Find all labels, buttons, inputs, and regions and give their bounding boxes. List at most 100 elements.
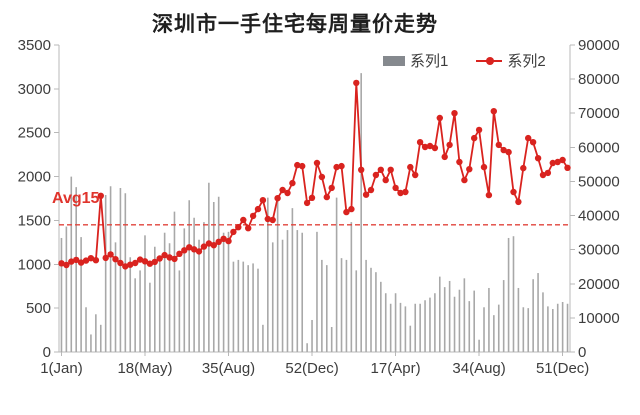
y-left-tick-label: 1500 [18, 212, 51, 229]
price-point [397, 189, 404, 197]
y-right-tick-label: 40000 [578, 208, 620, 225]
price-point [421, 143, 429, 151]
price-point [362, 191, 370, 198]
price-point [461, 176, 468, 184]
price-point [112, 256, 119, 263]
price-point [274, 195, 281, 202]
price-point [195, 248, 203, 255]
price-point [122, 263, 129, 270]
price-point [254, 205, 262, 213]
price-point [132, 259, 139, 267]
price-point [495, 141, 502, 149]
price-point [308, 194, 316, 201]
price-point [446, 141, 453, 149]
y-left-tick-label: 2500 [18, 125, 51, 142]
price-point [313, 159, 321, 167]
bar-swatch-icon [383, 55, 405, 66]
price-point [412, 171, 419, 179]
y-left-tick-label: 3500 [18, 37, 51, 54]
price-point [107, 251, 114, 258]
price-point [559, 156, 566, 164]
price-point [245, 225, 252, 232]
price-point [210, 242, 217, 249]
price-point [200, 243, 208, 250]
price-point [77, 259, 85, 266]
y-right-tick-label: 90000 [578, 37, 620, 54]
y-left-tick-label: 3000 [18, 81, 51, 98]
price-point [82, 257, 90, 264]
price-point [230, 228, 237, 236]
x-tick-label: 17(Apr) [371, 360, 421, 377]
legend-entry-series2: 系列2 [476, 50, 546, 71]
legend-entry-series1: 系列1 [383, 50, 448, 71]
price-point [303, 199, 311, 207]
price-point [190, 246, 198, 253]
y-left-tick-label: 0 [43, 344, 51, 361]
price-point [564, 164, 571, 171]
price-point [382, 176, 389, 184]
price-point [156, 255, 163, 262]
price-point [333, 163, 340, 171]
price-point [151, 258, 158, 266]
price-point [249, 212, 257, 220]
price-point [416, 139, 424, 146]
price-point [402, 188, 409, 196]
price-point [87, 255, 95, 262]
price-point [235, 224, 242, 231]
series2-label: 系列2 [507, 53, 546, 70]
price-point [451, 110, 458, 117]
price-point [343, 208, 350, 216]
price-point [358, 166, 365, 173]
line-swatch-icon [476, 56, 503, 65]
price-point [549, 159, 556, 167]
price-point [510, 188, 517, 196]
price-point [328, 184, 335, 192]
y-right-tick-label: 70000 [578, 105, 620, 122]
price-point [426, 142, 434, 150]
price-point [289, 179, 296, 187]
price-point [215, 238, 222, 245]
y-left-tick-label: 2000 [18, 169, 51, 186]
series1-label: 系列1 [410, 53, 449, 70]
y-left-tick-label: 1000 [18, 256, 51, 273]
price-point [471, 134, 478, 142]
price-point [485, 191, 493, 199]
x-tick-label: 34(Aug) [452, 360, 505, 377]
price-point [515, 198, 522, 206]
price-point [146, 260, 154, 267]
price-point [377, 166, 384, 173]
legend: 系列1 系列2 [383, 50, 546, 71]
price-point [318, 173, 326, 181]
price-point [205, 240, 213, 247]
price-point [225, 237, 232, 245]
x-tick-label: 52(Dec) [285, 360, 338, 377]
price-point [525, 134, 532, 142]
price-point [348, 205, 355, 213]
price-point [534, 155, 542, 162]
y-right-tick-label: 20000 [578, 276, 620, 293]
price-point [475, 126, 483, 134]
price-point [490, 108, 497, 115]
price-point [102, 254, 109, 262]
x-tick-label: 35(Aug) [202, 360, 255, 377]
price-point [338, 162, 345, 170]
price-point [58, 260, 65, 267]
price-point [544, 169, 552, 177]
price-point [259, 197, 267, 204]
price-point [269, 216, 276, 224]
price-point [284, 189, 291, 197]
y-right-tick-label: 60000 [578, 139, 620, 156]
price-point [161, 251, 168, 259]
price-point [372, 171, 380, 179]
price-point [186, 244, 193, 251]
y-right-tick-label: 10000 [578, 310, 620, 327]
price-point [220, 235, 227, 242]
price-point [441, 153, 448, 161]
price-point [117, 259, 124, 267]
y-right-tick-label: 0 [578, 344, 586, 361]
price-point [279, 186, 286, 194]
price-point [176, 250, 183, 257]
price-point [264, 215, 271, 223]
